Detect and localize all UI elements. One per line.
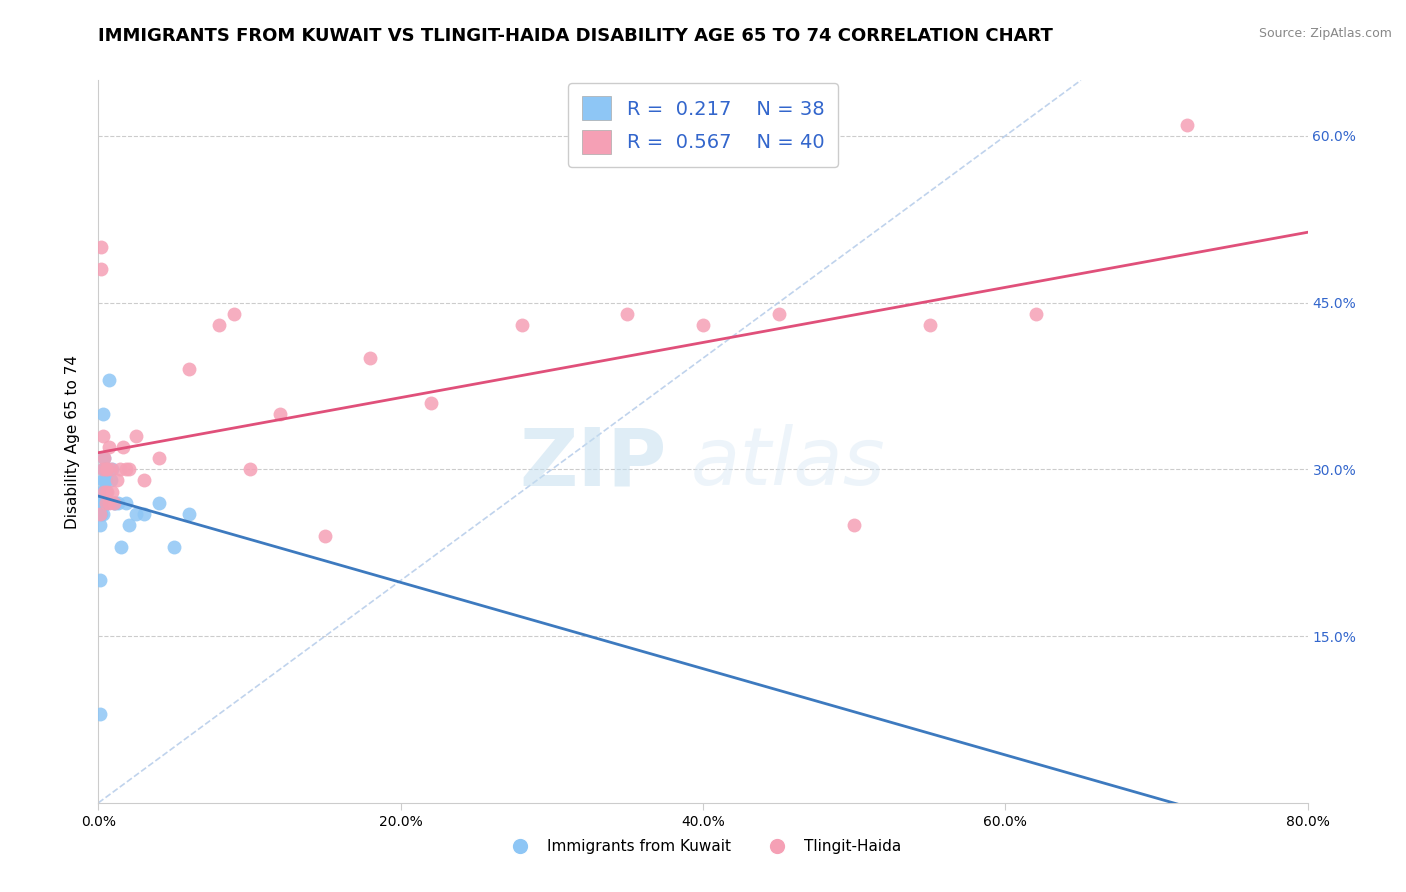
- Point: [111, 440, 134, 454]
- Point: [90, 496, 112, 510]
- Point: [93, 451, 115, 466]
- Point: [93, 484, 115, 499]
- Point: [132, 507, 155, 521]
- Point: [269, 407, 291, 421]
- Point: [91, 407, 114, 421]
- Point: [91, 496, 114, 510]
- Text: Source: ZipAtlas.com: Source: ZipAtlas.com: [1258, 27, 1392, 40]
- Point: [96, 496, 118, 510]
- Point: [91, 429, 114, 443]
- Point: [96, 462, 118, 476]
- Point: [114, 462, 136, 476]
- Point: [103, 496, 125, 510]
- Point: [94, 474, 117, 488]
- Point: [104, 496, 127, 510]
- Point: [844, 517, 866, 532]
- Point: [90, 240, 112, 254]
- Point: [125, 507, 148, 521]
- Point: [91, 484, 114, 499]
- Point: [90, 262, 112, 277]
- Point: [101, 462, 124, 476]
- Point: [918, 318, 941, 332]
- Point: [118, 517, 141, 532]
- Point: [94, 462, 117, 476]
- Point: [90, 496, 112, 510]
- Point: [510, 318, 533, 332]
- Point: [239, 462, 262, 476]
- Point: [91, 462, 114, 476]
- Point: [768, 307, 790, 321]
- Legend: Immigrants from Kuwait, Tlingit-Haida: Immigrants from Kuwait, Tlingit-Haida: [498, 833, 908, 860]
- Point: [93, 451, 115, 466]
- Point: [93, 474, 115, 488]
- Point: [94, 496, 117, 510]
- Point: [98, 440, 121, 454]
- Point: [105, 474, 128, 488]
- Point: [93, 462, 115, 476]
- Point: [179, 362, 201, 376]
- Point: [96, 484, 118, 499]
- Point: [110, 540, 132, 554]
- Point: [114, 496, 136, 510]
- Point: [93, 484, 115, 499]
- Point: [91, 462, 114, 476]
- Point: [125, 429, 148, 443]
- Point: [108, 462, 131, 476]
- Point: [179, 507, 201, 521]
- Point: [98, 496, 121, 510]
- Point: [132, 474, 155, 488]
- Point: [91, 507, 114, 521]
- Point: [314, 529, 336, 543]
- Point: [1024, 307, 1046, 321]
- Point: [118, 462, 141, 476]
- Point: [148, 496, 170, 510]
- Point: [89, 517, 111, 532]
- Point: [100, 474, 122, 488]
- Point: [107, 496, 129, 510]
- Point: [91, 474, 114, 488]
- Point: [163, 540, 186, 554]
- Point: [94, 496, 117, 510]
- Point: [94, 484, 117, 499]
- Text: IMMIGRANTS FROM KUWAIT VS TLINGIT-HAIDA DISABILITY AGE 65 TO 74 CORRELATION CHAR: IMMIGRANTS FROM KUWAIT VS TLINGIT-HAIDA …: [98, 27, 1053, 45]
- Point: [1175, 118, 1198, 132]
- Point: [692, 318, 714, 332]
- Point: [100, 462, 122, 476]
- Text: atlas: atlas: [690, 425, 886, 502]
- Point: [90, 484, 112, 499]
- Point: [90, 507, 112, 521]
- Point: [208, 318, 231, 332]
- Point: [420, 395, 443, 409]
- Point: [98, 373, 121, 387]
- Point: [360, 351, 382, 366]
- Point: [148, 451, 170, 466]
- Point: [93, 496, 115, 510]
- Point: [224, 307, 246, 321]
- Point: [103, 496, 125, 510]
- Point: [89, 706, 111, 721]
- Point: [94, 462, 117, 476]
- Text: ZIP: ZIP: [519, 425, 666, 502]
- Point: [96, 462, 118, 476]
- Point: [89, 507, 111, 521]
- Point: [101, 484, 124, 499]
- Y-axis label: Disability Age 65 to 74: Disability Age 65 to 74: [65, 354, 80, 529]
- Point: [89, 574, 111, 588]
- Point: [616, 307, 638, 321]
